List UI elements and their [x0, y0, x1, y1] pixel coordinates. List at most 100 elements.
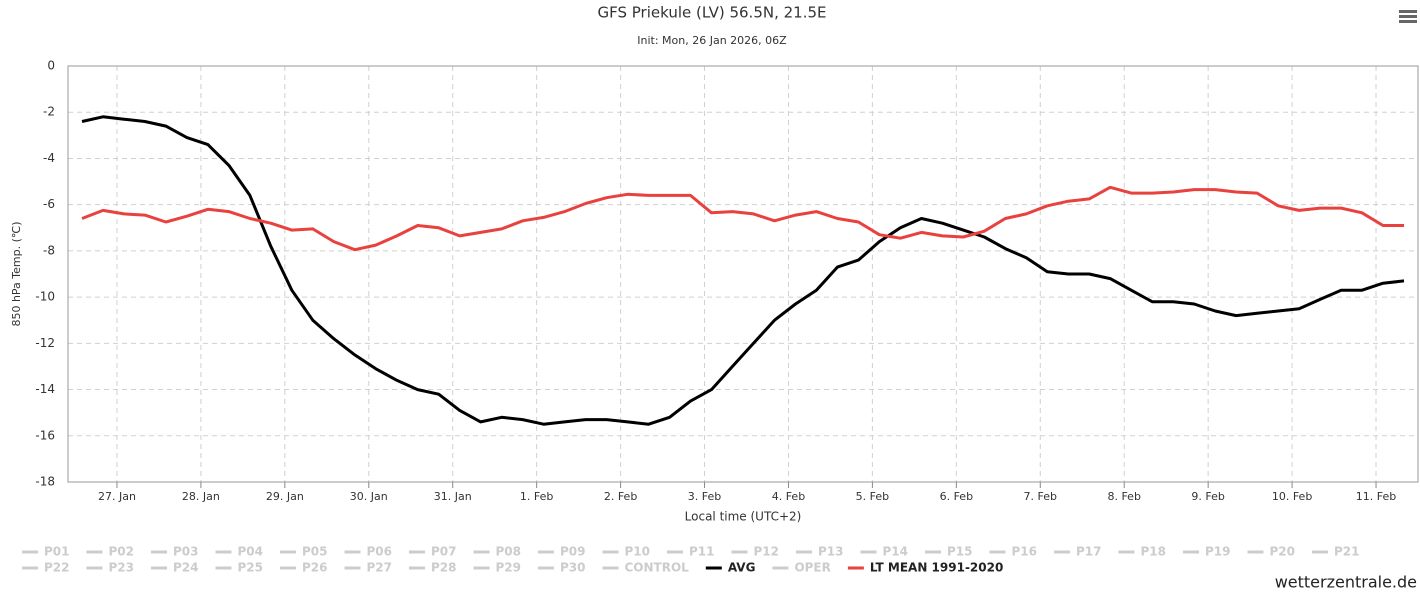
y-tick-label: -4: [43, 151, 55, 165]
legend: P01 P02 P03 P04 P05 P06 P07 P08 P09 P10 P11 P12 P13 P…: [22, 545, 1360, 575]
x-tick-label: 27. Jan: [98, 490, 136, 503]
y-tick-label: -16: [35, 428, 55, 442]
legend-label: P23: [109, 561, 135, 575]
x-tick-label: 4. Feb: [772, 490, 805, 503]
legend-label: P11: [689, 545, 715, 559]
legend-item[interactable]: P19: [1183, 545, 1231, 559]
legend-label: AVG: [728, 561, 756, 575]
legend-item[interactable]: P16: [989, 545, 1038, 559]
legend-item[interactable]: P24: [151, 561, 199, 575]
legend-item[interactable]: P11: [667, 545, 715, 559]
legend-item[interactable]: P04: [215, 545, 264, 559]
legend-label: P18: [1141, 545, 1167, 559]
legend-item[interactable]: CONTROL: [602, 561, 690, 575]
chart-title: GFS Priekule (LV) 56.5N, 21.5E: [598, 4, 827, 22]
x-tick-label: 9. Feb: [1191, 490, 1224, 503]
legend-item[interactable]: P22: [22, 561, 70, 575]
x-tick-label: 8. Feb: [1107, 490, 1140, 503]
x-tick-label: 3. Feb: [688, 490, 721, 503]
legend-item[interactable]: P15: [925, 545, 973, 559]
legend-item[interactable]: P14: [860, 545, 909, 559]
legend-item[interactable]: P08: [473, 545, 522, 559]
plot-border: [67, 65, 1419, 483]
legend-label: P08: [496, 545, 522, 559]
legend-label: OPER: [794, 561, 830, 575]
legend-item[interactable]: P21: [1312, 545, 1360, 559]
legend-label: P13: [818, 545, 844, 559]
legend-item[interactable]: P27: [344, 561, 393, 575]
legend-item[interactable]: P02: [86, 545, 135, 559]
x-tick-label: 11. Feb: [1356, 490, 1396, 503]
legend-item[interactable]: P10: [602, 545, 651, 559]
legend-item[interactable]: AVG: [705, 561, 756, 575]
legend-label: P04: [238, 545, 264, 559]
legend-item[interactable]: P25: [215, 561, 264, 575]
y-tick-label: -10: [35, 290, 55, 304]
legend-label: P20: [1270, 545, 1296, 559]
legend-item[interactable]: P09: [538, 545, 586, 559]
legend-item[interactable]: P18: [1118, 545, 1167, 559]
legend-label: P28: [431, 561, 457, 575]
x-tick-label: 1. Feb: [520, 490, 553, 503]
y-tick-label: -6: [43, 197, 55, 211]
x-axis-title: Local time (UTC+2): [685, 510, 802, 524]
legend-item[interactable]: P26: [280, 561, 328, 575]
legend-label: P10: [625, 545, 651, 559]
legend-label: P01: [44, 545, 70, 559]
legend-label: P25: [238, 561, 264, 575]
legend-label: P22: [44, 561, 70, 575]
legend-label: P14: [883, 545, 909, 559]
legend-label: P27: [367, 561, 393, 575]
legend-label: P19: [1205, 545, 1231, 559]
line-series: [81, 115, 1405, 426]
legend-label: P05: [302, 545, 328, 559]
x-tick-label: 29. Jan: [266, 490, 304, 503]
plot-area: -18 -16 -14 -12 -10 -8 -6 -4 -2 0 27. Jan 28. Jan 29…: [35, 59, 1419, 503]
legend-item[interactable]: P05: [280, 545, 328, 559]
y-tick-label: -12: [35, 336, 55, 350]
y-tick-label: -14: [35, 382, 55, 396]
legend-label: P24: [173, 561, 199, 575]
menu-button[interactable]: [1399, 10, 1417, 23]
legend-label: P15: [947, 545, 973, 559]
legend-item[interactable]: P29: [473, 561, 522, 575]
legend-label: P06: [367, 545, 393, 559]
legend-item[interactable]: P17: [1054, 545, 1102, 559]
y-tick-label: 0: [47, 59, 55, 73]
legend-label: P17: [1076, 545, 1102, 559]
line-series: [81, 185, 1404, 252]
x-tick-label: 5. Feb: [856, 490, 889, 503]
y-tick-label: -2: [43, 105, 55, 119]
y-axis-title: 850 hPa Temp. (℃): [10, 221, 23, 326]
x-tick-label: 30. Jan: [350, 490, 388, 503]
x-tick-label: 10. Feb: [1272, 490, 1312, 503]
legend-label: P07: [431, 545, 457, 559]
legend-label: P09: [560, 545, 586, 559]
legend-item[interactable]: LT MEAN 1991-2020: [847, 561, 1003, 575]
legend-item[interactable]: P01: [22, 545, 70, 559]
legend-label: P03: [173, 545, 199, 559]
legend-item[interactable]: P07: [409, 545, 457, 559]
y-tick-label: -18: [35, 475, 55, 489]
legend-item[interactable]: P20: [1247, 545, 1296, 559]
legend-item[interactable]: P03: [151, 545, 199, 559]
legend-label: P26: [302, 561, 328, 575]
legend-item[interactable]: P12: [731, 545, 780, 559]
legend-label: P16: [1012, 545, 1038, 559]
legend-label: LT MEAN 1991-2020: [870, 561, 1003, 575]
legend-item[interactable]: P28: [409, 561, 457, 575]
legend-item[interactable]: P23: [86, 561, 135, 575]
legend-item[interactable]: OPER: [772, 561, 831, 575]
y-tick-label: -8: [43, 243, 55, 257]
x-tick-label: 6. Feb: [940, 490, 973, 503]
x-tick-label: 28. Jan: [182, 490, 220, 503]
legend-item[interactable]: P13: [796, 545, 844, 559]
legend-item[interactable]: P06: [344, 545, 393, 559]
legend-label: P21: [1334, 545, 1360, 559]
legend-label: CONTROL: [625, 561, 690, 575]
legend-item[interactable]: P30: [538, 561, 586, 575]
legend-label: P02: [109, 545, 135, 559]
x-tick-label: 2. Feb: [604, 490, 637, 503]
x-tick-label: 7. Feb: [1024, 490, 1057, 503]
